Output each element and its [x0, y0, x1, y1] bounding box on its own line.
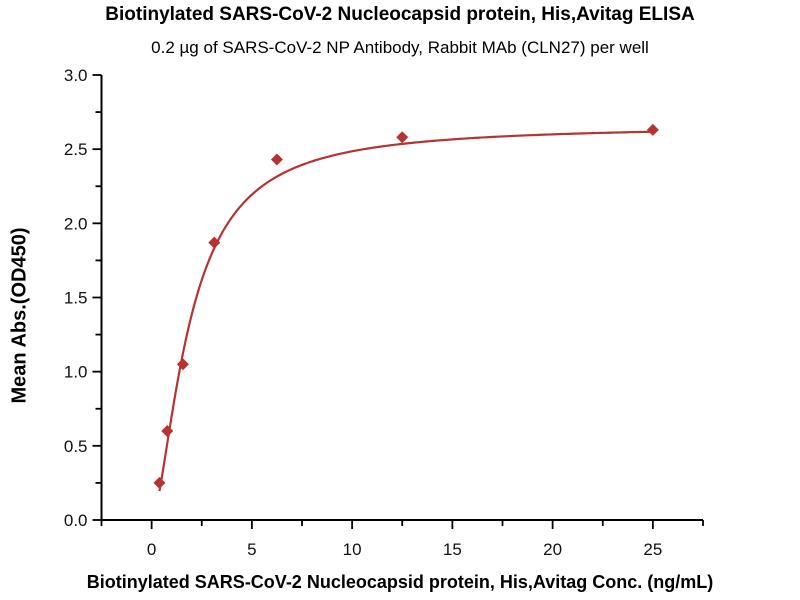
x-axis-label: Biotinylated SARS-CoV-2 Nucleocapsid pro… [86, 572, 714, 592]
chart-title: Biotinylated SARS-CoV-2 Nucleocapsid pro… [105, 4, 695, 25]
y-tick-label: 2.5 [64, 140, 88, 159]
x-tick-label: 15 [443, 540, 462, 559]
chart-subtitle: 0.2 µg of SARS-CoV-2 NP Antibody, Rabbit… [151, 38, 649, 57]
x-tick-label: 0 [147, 540, 156, 559]
data-point [270, 153, 283, 166]
y-tick-label: 3.0 [64, 66, 88, 85]
y-tick-label: 1.5 [64, 289, 88, 308]
data-point [646, 123, 659, 136]
y-tick-label: 2.0 [64, 214, 88, 233]
x-tick-label: 5 [247, 540, 256, 559]
x-tick-label: 10 [343, 540, 362, 559]
data-point [396, 131, 409, 144]
data-point [153, 476, 166, 489]
data-point [208, 236, 221, 249]
y-tick-label: 1.0 [64, 363, 88, 382]
y-tick-label: 0.5 [64, 437, 88, 456]
y-tick-label: 0.0 [64, 511, 88, 530]
data-point [176, 358, 189, 371]
data-point [161, 425, 174, 437]
x-tick-label: 25 [643, 540, 662, 559]
fit-curve [158, 130, 653, 492]
x-tick-label: 20 [543, 540, 562, 559]
